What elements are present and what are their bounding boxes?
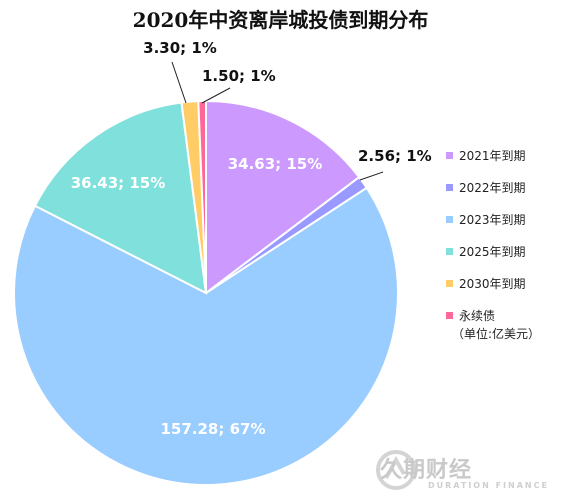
leader-line-5 [171,61,187,104]
pie-slice-1 [205,99,361,296]
data-label-1: 34.63; 15% [228,155,323,173]
leader-line-2 [359,171,384,181]
legend-swatch-5 [446,280,453,287]
legend-swatch-2 [446,184,453,191]
legend-label-3: 2023年到期 [459,213,526,227]
legend-label-2: 2022年到期 [459,181,526,195]
legend-label-5: 2030年到期 [459,277,526,291]
leader-line-6 [201,87,231,104]
unit-note: （单位:亿美元） [452,326,540,341]
pie-slices [13,99,399,486]
legend-label-4: 2025年到期 [459,245,526,259]
data-label-6: 1.50; 1% [202,67,276,85]
legend-swatch-6 [446,312,453,319]
legend-swatch-1 [446,152,453,159]
data-label-3: 157.28; 67% [160,420,265,438]
pie-slice-3 [13,186,399,486]
data-label-5: 3.30; 1% [143,39,217,57]
legend-label-6: 永续债 [459,309,495,323]
pie-slice-4 [33,101,208,295]
legend-swatch-4 [446,248,453,255]
chart-title: 2020年中资离岸城投债到期分布 [132,8,429,32]
watermark-text: 久期财经 [380,458,473,483]
legend-label-1: 2021年到期 [459,149,526,163]
duration-finance-logo-icon [376,450,416,490]
data-label-4: 36.43; 15% [71,174,166,192]
legend-swatch-3 [446,216,453,223]
watermark-subtext: DURATION FINANCE [428,481,549,490]
data-label-2: 2.56; 1% [358,147,432,165]
leader-lines [171,61,384,181]
data-labels: 34.63; 15% 2.56; 1% 157.28; 67% 36.43; 15% 3… [71,39,432,438]
